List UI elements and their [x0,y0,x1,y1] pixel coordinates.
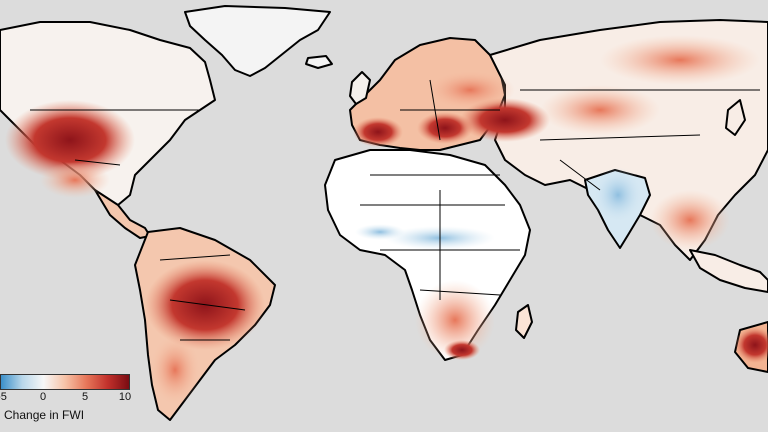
hotspot-se-asia [650,190,730,250]
hotspot-central-asia [540,85,660,135]
hotspot-russia [600,35,760,85]
cool-west-africa [355,224,405,240]
hotspot-western-us [5,100,135,180]
legend-tick-5: 5 [81,391,89,403]
cool-india [593,167,643,223]
southeast-asia-islands [689,249,768,293]
colorbar [0,374,130,390]
hotspot-southern-africa [415,280,495,360]
hotspot-mexico [40,162,110,198]
uk-landmass [349,71,371,105]
legend-title: Change in FWI [4,408,85,422]
iceland-landmass [305,55,333,69]
legend-tick-10: 10 [118,391,132,403]
madagascar-landmass [515,304,533,339]
legend-tick-min: -5 [0,391,7,403]
hotspot-southern-cone [150,335,200,405]
hotspot-eastern-europe [425,70,515,110]
hotspot-balkans [417,112,473,144]
hotspot-south-africa [444,340,480,360]
hotspot-australia [735,327,768,363]
legend-tick-0: 0 [39,391,47,403]
hotspot-iberia [353,117,403,147]
greenland-landmass [184,5,331,77]
japan-landmass [725,99,746,136]
country-borders [30,79,760,341]
colorbar-legend: -5 0 5 10 Change in FWI [0,374,135,432]
